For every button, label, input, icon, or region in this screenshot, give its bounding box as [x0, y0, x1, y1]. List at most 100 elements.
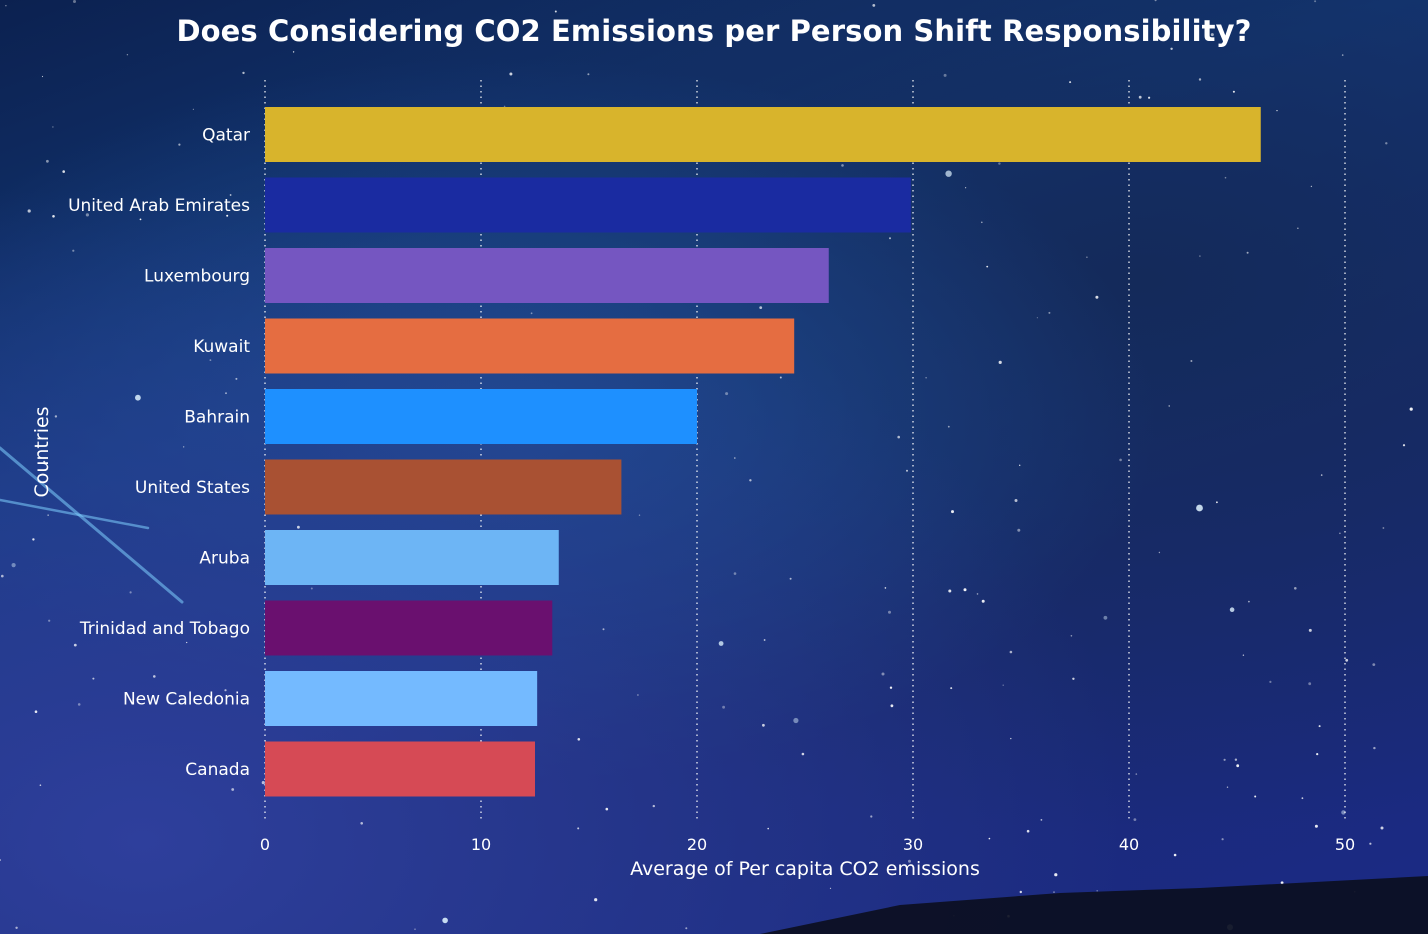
star [898, 31, 901, 34]
bar [265, 671, 538, 726]
star [1133, 818, 1137, 821]
bar [265, 600, 553, 656]
star [986, 265, 989, 268]
star [52, 126, 54, 128]
star [54, 415, 58, 418]
shooting-star [0, 446, 184, 604]
star [801, 752, 805, 756]
star [126, 54, 129, 56]
category-label: Aruba [199, 549, 250, 569]
star [41, 438, 44, 440]
bar [265, 248, 829, 303]
star [1196, 504, 1203, 512]
x-tick-label: 0 [260, 835, 270, 854]
star [509, 72, 513, 76]
star [870, 815, 873, 818]
star [889, 237, 891, 240]
star [15, 926, 18, 929]
star [947, 425, 950, 428]
star [0, 859, 1, 861]
star [943, 73, 947, 77]
star [1173, 853, 1177, 857]
star [178, 143, 181, 146]
star [1232, 90, 1235, 93]
star [759, 306, 763, 309]
star [1339, 532, 1341, 535]
star [1170, 47, 1173, 50]
star [767, 827, 769, 830]
star [225, 392, 227, 395]
bar [265, 318, 795, 374]
bar [265, 389, 697, 444]
star [1318, 725, 1321, 728]
star [988, 837, 991, 840]
star [1002, 684, 1004, 686]
star [1054, 873, 1058, 877]
star [41, 75, 44, 78]
star [1190, 360, 1193, 362]
star [884, 587, 887, 589]
star [1369, 842, 1372, 845]
star [881, 672, 885, 676]
star [1036, 317, 1038, 319]
star [1310, 185, 1313, 188]
star [209, 359, 212, 361]
star [1048, 311, 1051, 314]
star [1234, 758, 1238, 761]
star [1216, 501, 1218, 504]
star [1254, 795, 1257, 798]
star [1070, 635, 1073, 637]
star [948, 589, 952, 593]
bar [265, 741, 535, 797]
star [685, 927, 688, 930]
star [1019, 464, 1021, 466]
star [1320, 474, 1323, 476]
star [965, 187, 967, 189]
star [1103, 615, 1108, 620]
star [1380, 826, 1384, 830]
x-tick-label: 30 [903, 835, 923, 854]
star [1269, 680, 1272, 684]
category-label: Bahrain [184, 408, 250, 428]
star [264, 494, 266, 496]
category-label: Luxembourg [144, 267, 250, 287]
star [1198, 78, 1202, 81]
star [48, 619, 51, 622]
star [577, 738, 581, 741]
star [890, 704, 894, 708]
star [1229, 607, 1235, 612]
category-label: Canada [185, 760, 250, 780]
star [998, 162, 1001, 165]
category-label: United Arab Emirates [68, 196, 250, 216]
star [62, 170, 65, 173]
star [888, 610, 891, 614]
star [360, 822, 364, 825]
category-label: New Caledonia [123, 690, 250, 710]
star [5, 5, 7, 7]
star [46, 159, 49, 163]
star [186, 641, 188, 644]
star [725, 392, 729, 396]
star [733, 572, 737, 575]
star [945, 170, 952, 177]
star [1248, 600, 1250, 603]
star [1316, 753, 1319, 756]
star [1345, 658, 1349, 662]
x-tick-labels: 0 10 20 30 40 50 [260, 835, 1355, 854]
star [1385, 142, 1388, 145]
star [925, 377, 927, 379]
star [577, 827, 580, 830]
star [1372, 663, 1376, 666]
star [587, 73, 590, 76]
star [652, 804, 655, 808]
star [1341, 54, 1344, 56]
star [1294, 587, 1297, 590]
star [1138, 95, 1142, 99]
star [72, 249, 75, 252]
star [908, 859, 911, 863]
star [638, 514, 641, 516]
star [1409, 407, 1413, 411]
star [85, 213, 89, 217]
star [1242, 654, 1245, 656]
